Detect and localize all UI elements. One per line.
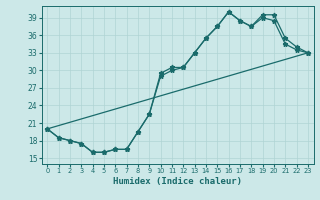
- X-axis label: Humidex (Indice chaleur): Humidex (Indice chaleur): [113, 177, 242, 186]
